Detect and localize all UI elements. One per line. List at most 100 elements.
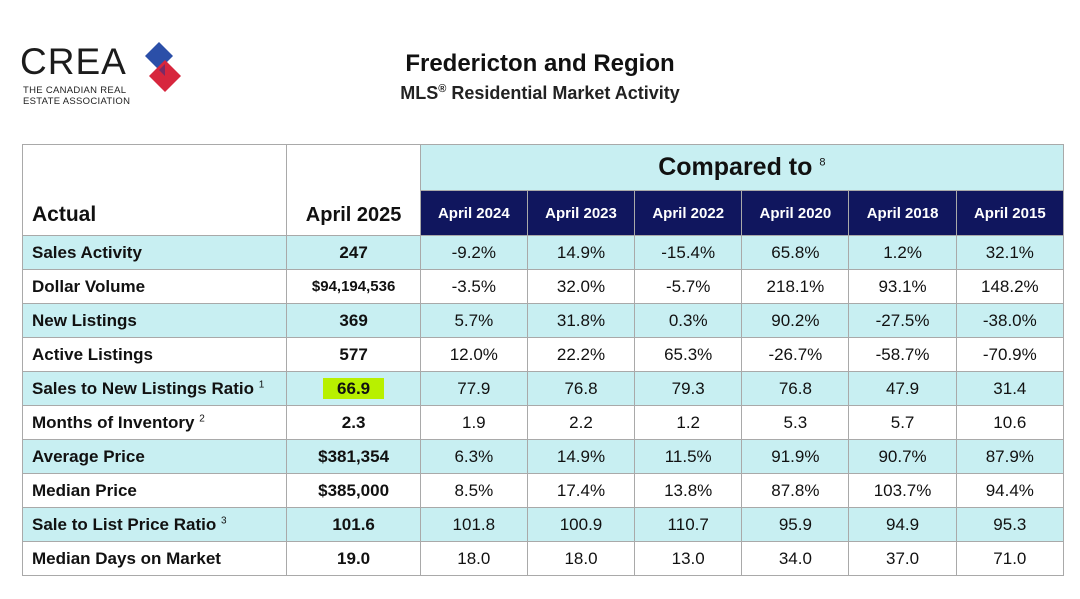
comparison-value: 12.0%: [419, 337, 528, 372]
comparison-value: 95.9: [741, 507, 850, 542]
current-value: 2.3: [286, 405, 421, 440]
table-row: Median Days on Market 19.0 18.0 18.0 13.0 34.…: [21, 541, 1065, 576]
comparison-value: 17.4%: [526, 473, 636, 508]
row-label-text: New Listings: [32, 310, 137, 330]
comparison-value: 22.2%: [526, 337, 636, 372]
current-value: 247: [286, 235, 421, 270]
row-label: Sales Activity: [21, 235, 288, 270]
comparison-value: 5.3: [741, 405, 850, 440]
actual-header: Actual: [21, 190, 288, 236]
comparison-value: -9.2%: [419, 235, 528, 270]
comparison-value: 65.3%: [634, 337, 743, 372]
period-header: April 2018: [848, 190, 957, 236]
header-blank-cell: [21, 144, 288, 191]
comparison-value: -3.5%: [419, 269, 528, 304]
row-label: Median Price: [21, 473, 288, 508]
report-subtitle: MLS® Residential Market Activity: [300, 78, 780, 104]
current-value: 369: [286, 303, 421, 338]
comparison-value: 100.9: [526, 507, 636, 542]
comparison-value: 5.7%: [419, 303, 528, 338]
compared-to-header: Compared to 8: [419, 144, 1065, 191]
comparison-value: 0.3%: [634, 303, 743, 338]
comparison-value: 14.9%: [526, 235, 636, 270]
comparison-value: 87.8%: [741, 473, 850, 508]
current-value: 19.0: [286, 541, 421, 576]
table-row: Dollar Volume $94,194,536 -3.5% 32.0% -5.7% 2…: [21, 269, 1065, 304]
comparison-value: 1.9: [419, 405, 528, 440]
logo-wordmark: CREA: [20, 41, 127, 82]
period-header: April 2022: [634, 190, 743, 236]
comparison-value: 18.0: [526, 541, 636, 576]
row-label-text: Sales to New Listings Ratio: [32, 378, 254, 398]
comparison-value: 76.8: [741, 371, 850, 406]
comparison-value: 6.3%: [419, 439, 528, 474]
comparison-value: 31.4: [955, 371, 1065, 406]
table-row: Months of Inventory 2 2.3 1.9 2.2 1.2 5.3 5.7 1…: [21, 405, 1065, 440]
report-title: Fredericton and Region: [405, 50, 675, 77]
table-body: Sales Activity 247 -9.2% 14.9% -15.4% 65.8% 1.…: [21, 235, 1065, 576]
comparison-value: 18.0: [419, 541, 528, 576]
comparison-value: 47.9: [848, 371, 957, 406]
table-row: Sales Activity 247 -9.2% 14.9% -15.4% 65.8% 1.…: [21, 235, 1065, 270]
comparison-value: -26.7%: [741, 337, 850, 372]
current-value-text: 369: [339, 310, 368, 330]
comparison-value: -5.7%: [634, 269, 743, 304]
market-activity-table: Compared to 8 Actual April 2025 April 20…: [21, 144, 1065, 576]
comparison-value: 103.7%: [848, 473, 957, 508]
current-value-text: 101.6: [332, 514, 375, 534]
comparison-value: -58.7%: [848, 337, 957, 372]
comparison-value: 2.2: [526, 405, 636, 440]
comparison-value: -15.4%: [634, 235, 743, 270]
current-value-text: 247: [339, 242, 368, 262]
row-label-text: Median Price: [32, 480, 137, 500]
header-blank-cell: [286, 144, 421, 191]
comparison-value: 13.0: [634, 541, 743, 576]
row-footnote: 2: [199, 412, 205, 424]
row-label-text: Sale to List Price Ratio: [32, 514, 217, 534]
compared-to-label: Compared to: [658, 153, 813, 181]
comparison-value: 5.7: [848, 405, 957, 440]
comparison-value: 32.0%: [526, 269, 636, 304]
current-period-header: April 2025: [286, 190, 421, 236]
period-header: April 2020: [741, 190, 850, 236]
comparison-value: 95.3: [955, 507, 1065, 542]
comparison-value: 32.1%: [955, 235, 1065, 270]
row-label: New Listings: [21, 303, 288, 338]
comparison-value: 76.8: [526, 371, 636, 406]
row-label-text: Average Price: [32, 446, 145, 466]
comparison-value: 93.1%: [848, 269, 957, 304]
comparison-value: -38.0%: [955, 303, 1065, 338]
row-label: Dollar Volume: [21, 269, 288, 304]
crea-diamond-icon: [145, 42, 181, 92]
period-header: April 2015: [955, 190, 1065, 236]
table-row: Average Price $381,354 6.3% 14.9% 11.5% 91.9%…: [21, 439, 1065, 474]
row-label: Sales to New Listings Ratio 1: [21, 371, 288, 406]
table-row: Sale to List Price Ratio 3 101.6 101.8 100.…: [21, 507, 1065, 542]
current-value-text: 2.3: [341, 412, 366, 432]
comparison-value: 79.3: [634, 371, 743, 406]
row-label-text: Dollar Volume: [32, 276, 146, 296]
current-value-text: 19.0: [337, 548, 371, 568]
row-label: Sale to List Price Ratio 3: [21, 507, 288, 542]
table-row: Median Price $385,000 8.5% 17.4% 13.8% 87.8% 1…: [21, 473, 1065, 508]
header-row-top: Compared to 8: [21, 144, 1065, 191]
current-value-text: $381,354: [318, 446, 390, 466]
current-value-text: $94,194,536: [311, 278, 396, 295]
row-label-text: Months of Inventory: [32, 412, 195, 432]
comparison-value: 65.8%: [741, 235, 850, 270]
comparison-value: -27.5%: [848, 303, 957, 338]
registered-mark: ®: [438, 83, 447, 95]
comparison-value: 101.8: [419, 507, 528, 542]
comparison-value: 90.2%: [741, 303, 850, 338]
comparison-value: 14.9%: [526, 439, 636, 474]
row-label-text: Median Days on Market: [32, 548, 221, 568]
comparison-value: 91.9%: [741, 439, 850, 474]
row-footnote: 1: [258, 378, 265, 390]
current-value-text: 66.9: [323, 377, 385, 399]
comparison-value: 77.9: [419, 371, 528, 406]
crea-logo: CREA THE CANADIAN REAL ESTATE ASSOCIATIO…: [20, 42, 190, 112]
current-value: 577: [286, 337, 421, 372]
row-label: Average Price: [21, 439, 288, 474]
current-value: $381,354: [286, 439, 421, 474]
report-header: Fredericton and Region MLS® Residential …: [300, 50, 780, 104]
